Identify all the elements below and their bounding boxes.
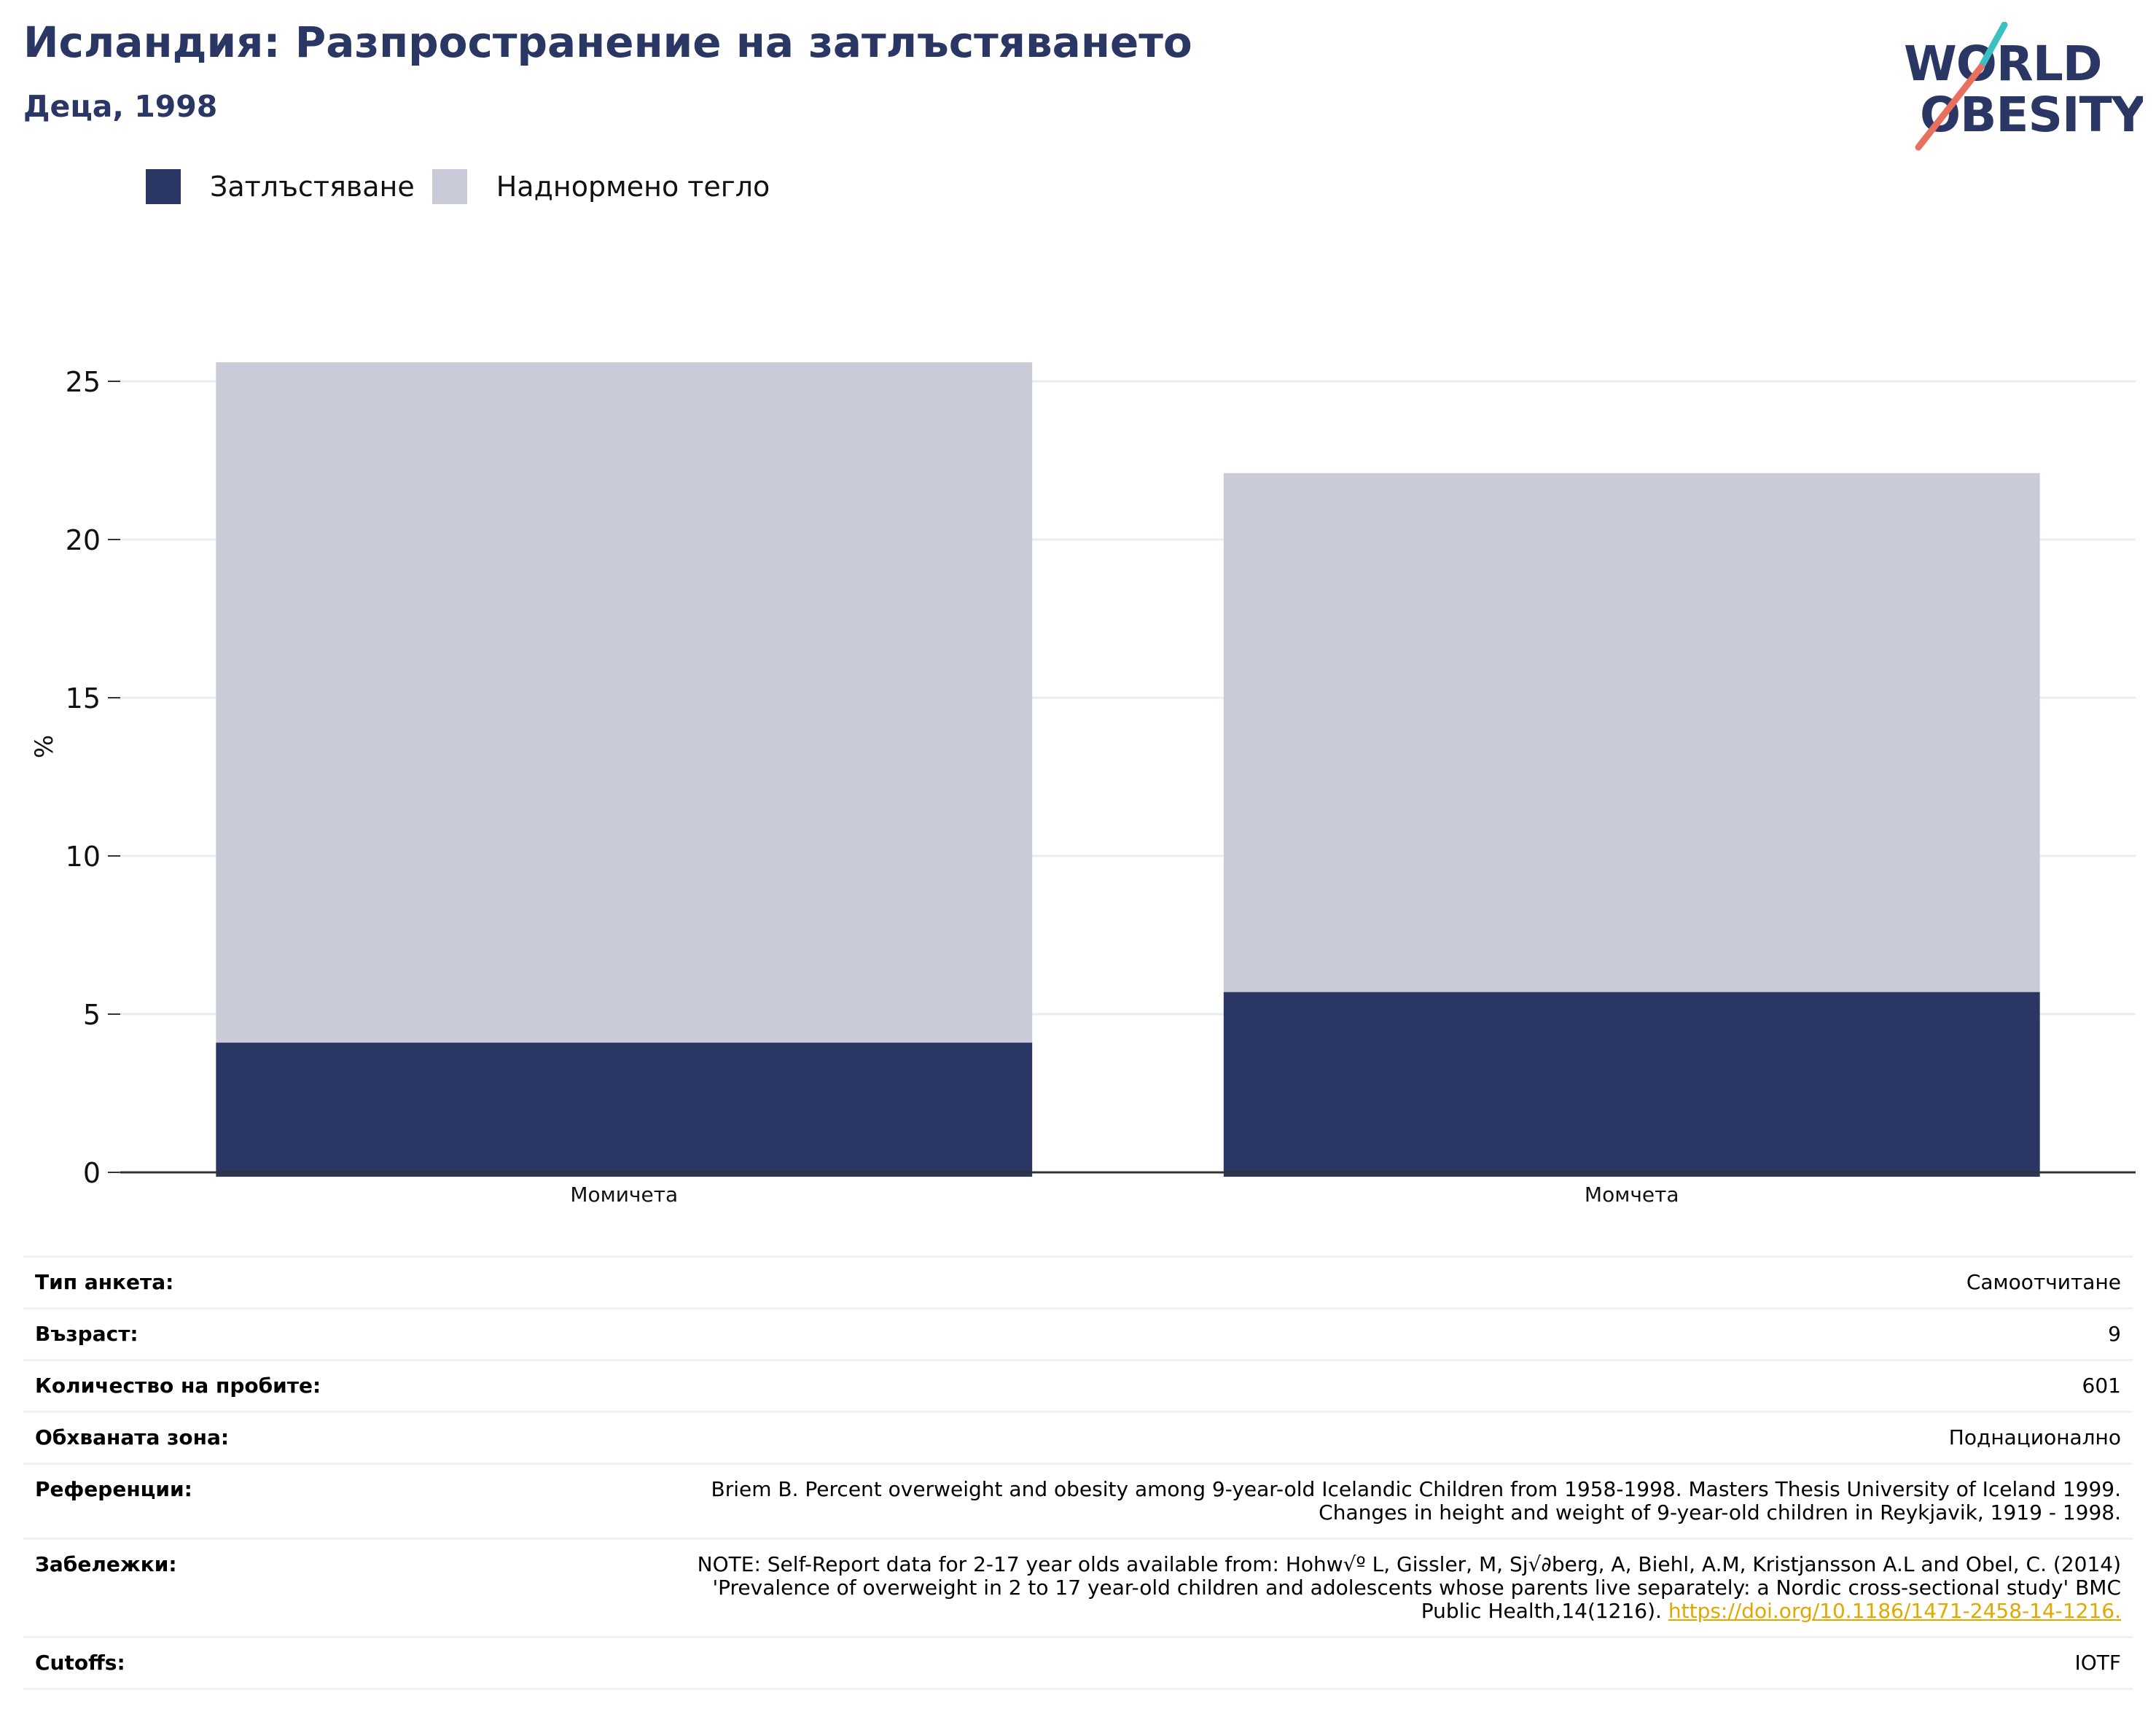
meta-row-references: Референции: Briem B. Percent overweight … xyxy=(23,1463,2133,1540)
bar-obesity-girls xyxy=(216,1043,1033,1177)
legend-swatch-overweight xyxy=(431,169,467,204)
chart-legend: Затлъстяване Наднормено тегло xyxy=(146,168,787,206)
meta-key-survey: Тип анкета: xyxy=(23,1255,484,1309)
meta-value-sample: 601 xyxy=(484,1360,2133,1413)
reference-line-1: Briem B. Percent overweight and obesity … xyxy=(711,1477,2122,1501)
meta-key-age: Възраст: xyxy=(23,1308,484,1361)
reference-line-2: Changes in height and weight of 9-year-o… xyxy=(1319,1500,2121,1525)
meta-value-notes: NOTE: Self-Report data for 2-17 year old… xyxy=(484,1538,2133,1638)
y-tick-label: 0 xyxy=(83,1157,101,1189)
y-tick-label: 15 xyxy=(66,682,101,714)
meta-value-cutoffs: IOTF xyxy=(484,1637,2133,1690)
y-tick-label: 5 xyxy=(83,999,101,1031)
meta-row-cutoffs: Cutoffs: IOTF xyxy=(23,1637,2133,1690)
notes-line-1: NOTE: Self-Report data for 2-17 year old… xyxy=(697,1552,2121,1576)
meta-value-survey: Самоотчитане xyxy=(484,1255,2133,1309)
logo-word-world: WORLD xyxy=(1904,36,2102,92)
meta-row-survey: Тип анкета: Самоотчитане xyxy=(23,1255,2133,1309)
bar-overweight-boys xyxy=(1223,472,2040,992)
meta-value-references: Briem B. Percent overweight and obesity … xyxy=(484,1463,2133,1540)
meta-row-age: Възраст: 9 xyxy=(23,1308,2133,1361)
y-axis-label: % xyxy=(30,735,59,758)
meta-key-notes: Забележки: xyxy=(23,1538,484,1638)
y-tick-label: 25 xyxy=(66,366,101,398)
meta-key-sample: Количество на пробите: xyxy=(23,1360,484,1413)
doi-link[interactable]: https://doi.org/10.1186/1471-2458-14-121… xyxy=(1668,1599,2121,1623)
x-tick-label: Момичета xyxy=(570,1183,678,1207)
chart-subtitle: Деца, 1998 xyxy=(23,89,218,124)
notes-line-2: 'Prevalence of overweight in 2 to 17 yea… xyxy=(712,1576,2121,1600)
notes-line-3: Public Health,14(1216). xyxy=(1421,1599,1662,1623)
world-obesity-logo: WORLD OBESITY xyxy=(1904,22,2143,151)
x-tick-label: Момчета xyxy=(1585,1183,1679,1207)
bar-obesity-boys xyxy=(1223,992,2040,1177)
bar-overweight-girls xyxy=(216,362,1033,1043)
logo-slash-teal xyxy=(1977,22,2008,71)
survey-metadata-table: Тип анкета: Самоотчитане Възраст: 9 Коли… xyxy=(23,1255,2133,1690)
meta-row-notes: Забележки: NOTE: Self-Report data for 2-… xyxy=(23,1538,2133,1638)
legend-item-overweight[interactable]: Наднормено тегло xyxy=(431,169,770,204)
meta-row-sample: Количество на пробите: 601 xyxy=(23,1360,2133,1413)
meta-value-age: 9 xyxy=(484,1308,2133,1361)
y-tick-label: 10 xyxy=(66,841,101,873)
meta-value-area: Поднационално xyxy=(484,1411,2133,1465)
meta-row-area: Обхваната зона: Поднационално xyxy=(23,1411,2133,1465)
y-tick-label: 20 xyxy=(66,524,101,556)
legend-label-obesity: Затлъстяване xyxy=(210,171,415,203)
meta-key-cutoffs: Cutoffs: xyxy=(23,1637,484,1690)
legend-item-obesity[interactable]: Затлъстяване xyxy=(146,169,415,204)
legend-swatch-obesity xyxy=(146,169,181,204)
meta-key-references: Референции: xyxy=(23,1463,484,1540)
chart-title: Исландия: Разпространение на затлъстяван… xyxy=(23,17,1192,67)
legend-label-overweight: Наднормено тегло xyxy=(496,171,770,203)
logo-slash-coral xyxy=(1915,63,1985,151)
meta-key-area: Обхваната зона: xyxy=(23,1411,484,1465)
stacked-bar-chart: 0 5 10 15 20 25% Момичета Момчета xyxy=(30,362,2136,1207)
